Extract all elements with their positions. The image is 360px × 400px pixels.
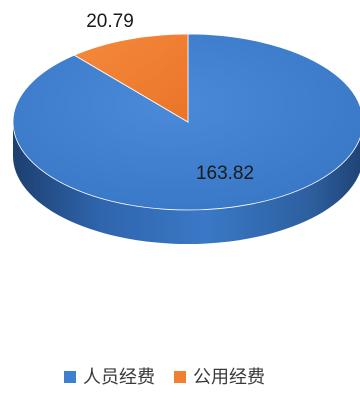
data-label-0: 163.82: [196, 163, 254, 184]
legend-swatch-0: [64, 371, 76, 383]
pie-slice-1: [73, 33, 189, 123]
pie-data-labels: 163.82 20.79: [86, 11, 254, 184]
pie-top-faces: [12, 33, 360, 211]
pie-slice-0: [12, 33, 360, 211]
legend-label-1: 公用经费: [193, 367, 265, 388]
pie-slice-side-0: [13, 122, 360, 244]
legend: 人员经费 公用经费: [64, 367, 265, 388]
pie-side-walls: [13, 122, 360, 244]
legend-label-0: 人员经费: [83, 367, 155, 388]
legend-swatch-1: [174, 371, 186, 383]
data-label-1: 20.79: [86, 11, 134, 32]
